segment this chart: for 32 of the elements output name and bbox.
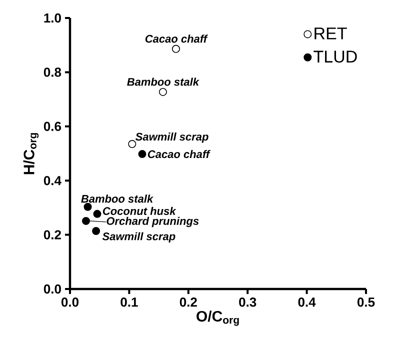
x-axis-title: O/C$_{org}$ <box>196 310 239 326</box>
annotation: Bamboo stalk <box>127 78 200 86</box>
y-tick-label: 0.0 <box>44 284 61 294</box>
point <box>84 202 92 211</box>
y-tick-label: 0.4 <box>44 176 62 186</box>
x-tick-label: 0.4 <box>298 298 316 307</box>
x-tick-label: 0.3 <box>239 298 256 307</box>
point <box>93 210 102 218</box>
x-tick-label: 0.2 <box>180 298 197 307</box>
annotation: Orchard prunings <box>106 216 199 228</box>
legend-label: RET <box>314 28 347 40</box>
y-tick-label: 0.2 <box>44 230 61 240</box>
x-tick-label: 0.1 <box>120 298 138 307</box>
annotation: Bamboo stalk <box>81 194 154 203</box>
x-tick-label: 0.5 <box>357 298 375 307</box>
annotation: Sawmill scrap <box>102 232 176 242</box>
point <box>158 88 167 96</box>
point <box>172 44 180 53</box>
x-tick-label: 0.0 <box>61 298 79 307</box>
y-tick-label: 0.6 <box>44 122 62 131</box>
annotation: Cacao chaff <box>145 34 208 43</box>
point <box>138 150 146 158</box>
annotation: Sawmill scrap <box>136 132 208 143</box>
y-tick-label: 0.8 <box>44 68 62 77</box>
annotation: Coconut husk <box>102 206 176 215</box>
point <box>128 140 136 148</box>
point <box>92 227 100 236</box>
point <box>82 216 90 225</box>
annotation: Cacao chaff <box>148 150 210 158</box>
y-tick-label: 1.0 <box>44 13 61 23</box>
legend-label: TLUD <box>314 50 357 63</box>
y-axis-title: H/C$_{org}$ <box>23 133 39 174</box>
